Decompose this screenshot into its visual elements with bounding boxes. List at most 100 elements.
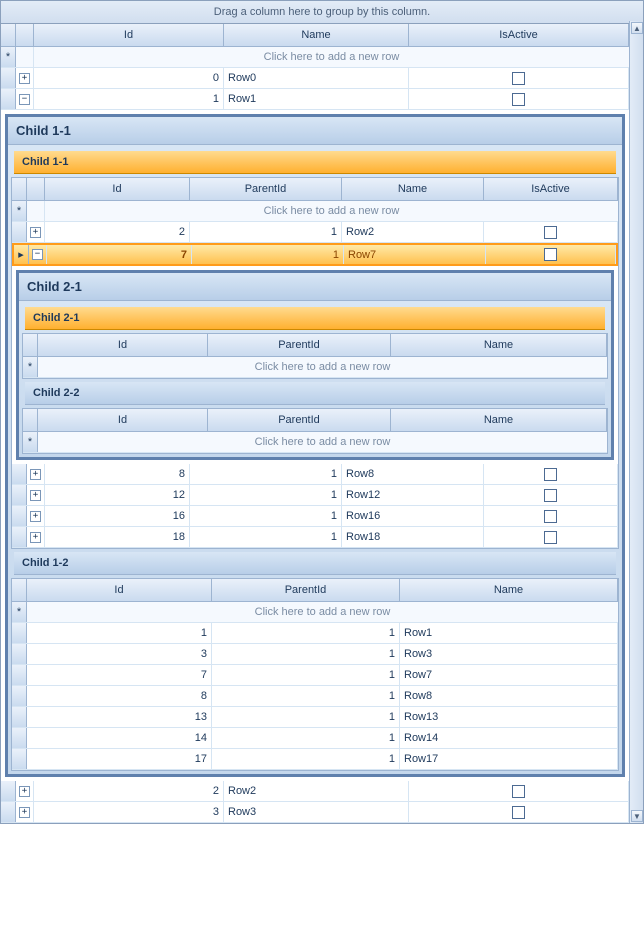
new-row[interactable]: * Click here to add a new row	[23, 357, 607, 378]
cell-name[interactable]: Row16	[342, 506, 484, 526]
col-id[interactable]: Id	[38, 409, 208, 431]
cell-name[interactable]: Row1	[224, 89, 409, 109]
table-row[interactable]: + 0 Row0	[1, 68, 629, 89]
table-row[interactable]: 3 1 Row3	[12, 644, 618, 665]
band-header[interactable]: Child 2-1	[25, 307, 605, 330]
cell-id[interactable]: 0	[34, 68, 224, 88]
cell-parentid[interactable]: 1	[192, 245, 344, 264]
col-parentid[interactable]: ParentId	[212, 579, 400, 601]
cell-id[interactable]: 13	[27, 707, 212, 727]
col-name[interactable]: Name	[400, 579, 618, 601]
expand-icon[interactable]: +	[30, 532, 41, 543]
cell-isactive[interactable]	[484, 506, 618, 526]
cell-id[interactable]: 18	[45, 527, 190, 547]
cell-isactive[interactable]	[484, 464, 618, 484]
cell-isactive[interactable]	[409, 802, 629, 822]
cell-parentid[interactable]: 1	[212, 686, 400, 706]
cell-id[interactable]: 2	[34, 781, 224, 801]
table-row[interactable]: 8 1 Row8	[12, 686, 618, 707]
cell-name[interactable]: Row18	[342, 527, 484, 547]
new-row[interactable]: * Click here to add a new row	[12, 602, 618, 623]
col-id[interactable]: Id	[34, 24, 224, 46]
cell-isactive[interactable]	[409, 89, 629, 109]
cell-isactive[interactable]	[486, 245, 616, 264]
cell-id[interactable]: 8	[45, 464, 190, 484]
cell-name[interactable]: Row0	[224, 68, 409, 88]
cell-name[interactable]: Row13	[400, 707, 618, 727]
cell-parentid[interactable]: 1	[190, 464, 342, 484]
table-row[interactable]: 7 1 Row7	[12, 665, 618, 686]
expand-icon[interactable]: +	[30, 227, 41, 238]
cell-parentid[interactable]: 1	[190, 527, 342, 547]
cell-name[interactable]: Row8	[400, 686, 618, 706]
cell-id[interactable]: 7	[47, 245, 192, 264]
cell-isactive[interactable]	[409, 68, 629, 88]
table-row[interactable]: + 12 1 Row12	[12, 485, 618, 506]
checkbox[interactable]	[512, 785, 525, 798]
checkbox[interactable]	[512, 93, 525, 106]
cell-id[interactable]: 16	[45, 506, 190, 526]
table-row[interactable]: + 2 1 Row2	[12, 222, 618, 243]
collapse-icon[interactable]: −	[19, 94, 30, 105]
col-name[interactable]: Name	[391, 409, 607, 431]
cell-name[interactable]: Row3	[400, 644, 618, 664]
cell-name[interactable]: Row7	[344, 245, 486, 264]
col-isactive[interactable]: IsActive	[409, 24, 629, 46]
table-row[interactable]: 1 1 Row1	[12, 623, 618, 644]
vertical-scrollbar[interactable]: ▲ ▼	[629, 21, 643, 823]
cell-name[interactable]: Row2	[342, 222, 484, 242]
cell-id[interactable]: 2	[45, 222, 190, 242]
checkbox[interactable]	[544, 489, 557, 502]
band-header[interactable]: Child 1-1	[14, 151, 616, 174]
cell-id[interactable]: 17	[27, 749, 212, 769]
cell-name[interactable]: Row7	[400, 665, 618, 685]
table-row[interactable]: 17 1 Row17	[12, 749, 618, 770]
col-name[interactable]: Name	[224, 24, 409, 46]
table-row[interactable]: + 16 1 Row16	[12, 506, 618, 527]
checkbox[interactable]	[544, 248, 557, 261]
cell-id[interactable]: 3	[27, 644, 212, 664]
cell-name[interactable]: Row3	[224, 802, 409, 822]
table-row[interactable]: + 2 Row2	[1, 781, 629, 802]
col-parentid[interactable]: ParentId	[190, 178, 342, 200]
table-row[interactable]: + 3 Row3	[1, 802, 629, 823]
expand-icon[interactable]: +	[19, 786, 30, 797]
cell-id[interactable]: 12	[45, 485, 190, 505]
col-id[interactable]: Id	[45, 178, 190, 200]
cell-isactive[interactable]	[484, 485, 618, 505]
cell-id[interactable]: 3	[34, 802, 224, 822]
group-panel[interactable]: Drag a column here to group by this colu…	[1, 1, 643, 24]
cell-parentid[interactable]: 1	[212, 623, 400, 643]
col-id[interactable]: Id	[38, 334, 208, 356]
cell-parentid[interactable]: 1	[212, 665, 400, 685]
checkbox[interactable]	[512, 72, 525, 85]
cell-name[interactable]: Row14	[400, 728, 618, 748]
scroll-down-icon[interactable]: ▼	[631, 810, 643, 822]
cell-parentid[interactable]: 1	[190, 222, 342, 242]
col-isactive[interactable]: IsActive	[484, 178, 618, 200]
checkbox[interactable]	[512, 806, 525, 819]
new-row[interactable]: * Click here to add a new row	[12, 201, 618, 222]
expand-icon[interactable]: +	[19, 73, 30, 84]
table-row[interactable]: 13 1 Row13	[12, 707, 618, 728]
expand-icon[interactable]: +	[19, 807, 30, 818]
cell-name[interactable]: Row17	[400, 749, 618, 769]
band-header[interactable]: Child 2-2	[25, 382, 605, 405]
cell-id[interactable]: 14	[27, 728, 212, 748]
cell-id[interactable]: 8	[27, 686, 212, 706]
col-id[interactable]: Id	[27, 579, 212, 601]
cell-id[interactable]: 1	[27, 623, 212, 643]
new-row[interactable]: * Click here to add a new row	[1, 47, 629, 68]
cell-isactive[interactable]	[409, 781, 629, 801]
table-row[interactable]: + 8 1 Row8	[12, 464, 618, 485]
cell-parentid[interactable]: 1	[190, 506, 342, 526]
band-header[interactable]: Child 1-2	[14, 552, 616, 575]
cell-parentid[interactable]: 1	[212, 749, 400, 769]
cell-name[interactable]: Row1	[400, 623, 618, 643]
scroll-up-icon[interactable]: ▲	[631, 22, 643, 34]
expand-icon[interactable]: +	[30, 469, 41, 480]
col-parentid[interactable]: ParentId	[208, 409, 391, 431]
cell-id[interactable]: 1	[34, 89, 224, 109]
col-name[interactable]: Name	[342, 178, 484, 200]
cell-id[interactable]: 7	[27, 665, 212, 685]
